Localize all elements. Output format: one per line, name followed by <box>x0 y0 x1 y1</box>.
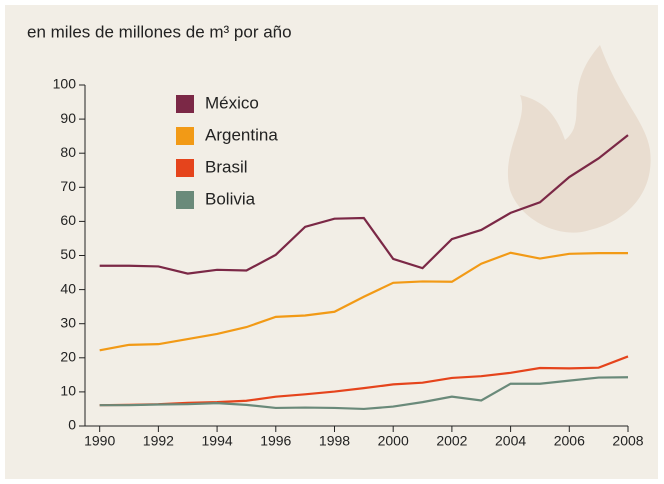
legend-swatch <box>176 159 194 177</box>
x-tick-label: 1996 <box>260 433 291 449</box>
y-tick-label: 20 <box>60 349 76 365</box>
legend-label: México <box>205 93 259 112</box>
legend-label: Argentina <box>205 125 278 144</box>
x-tick-label: 2004 <box>495 433 526 449</box>
y-tick-label: 30 <box>60 314 76 330</box>
y-tick-label: 80 <box>60 144 76 160</box>
x-tick-label: 1998 <box>319 433 350 449</box>
legend-label: Bolivia <box>205 189 256 208</box>
y-tick-label: 70 <box>60 178 76 194</box>
y-tick-label: 50 <box>60 246 76 262</box>
x-tick-label: 1992 <box>143 433 174 449</box>
y-tick-label: 100 <box>53 76 77 92</box>
chart: en miles de millones de m³ por año 0 10 20… <box>0 0 664 484</box>
y-tick-label: 10 <box>60 383 76 399</box>
x-tick-label: 1990 <box>84 433 115 449</box>
y-tick-label: 40 <box>60 280 76 296</box>
legend-label: Brasil <box>205 157 248 176</box>
legend-swatch <box>176 95 194 113</box>
x-tick-label: 2008 <box>612 433 643 449</box>
x-tick-label: 2002 <box>436 433 467 449</box>
legend-swatch <box>176 191 194 209</box>
x-tick-label: 2006 <box>554 433 585 449</box>
y-tick-label: 0 <box>68 417 76 433</box>
x-tick-label: 1994 <box>202 433 233 449</box>
chart-title: en miles de millones de m³ por año <box>27 22 292 41</box>
y-tick-label: 60 <box>60 212 76 228</box>
y-tick-label: 90 <box>60 110 76 126</box>
x-tick-label: 2000 <box>378 433 409 449</box>
legend-swatch <box>176 127 194 145</box>
